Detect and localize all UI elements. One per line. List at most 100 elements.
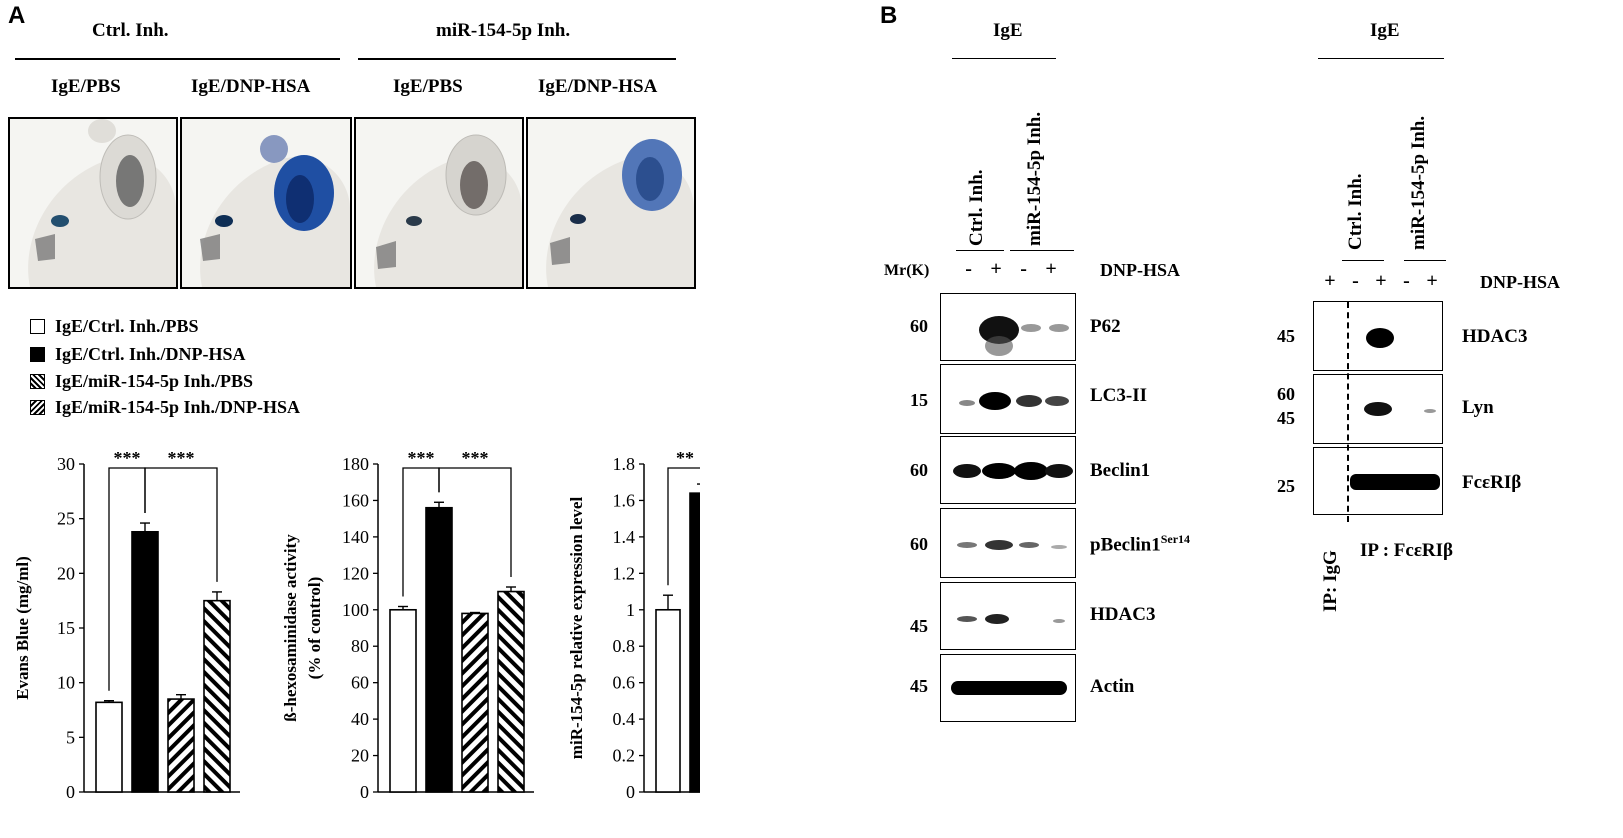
bar	[389, 608, 417, 793]
y-tick-label: 120	[342, 563, 369, 583]
y-axis-label: ß-hexosaminidase activity	[281, 534, 300, 722]
lane-sign: +	[990, 258, 1002, 280]
blot-hdac3-left	[940, 582, 1076, 650]
lane-sign: +	[1324, 270, 1336, 292]
y-tick-label: 0.8	[613, 636, 636, 656]
y-tick-label: 140	[342, 527, 369, 547]
blot-right-header: IgE	[1370, 20, 1400, 41]
lane-sign: -	[1403, 270, 1410, 292]
mw-lyn-60: 60	[1277, 384, 1295, 404]
ip-fceri-label: IP : FcεRIβ	[1360, 540, 1454, 561]
panel-a-letter: A	[8, 2, 26, 29]
y-tick-label: 100	[342, 600, 369, 620]
blot-label-beclin1: Beclin1	[1090, 460, 1151, 481]
blot-actin	[940, 654, 1076, 722]
legend-label: IgE/Ctrl. Inh./PBS	[55, 316, 199, 336]
mw-fceri: 25	[1277, 476, 1295, 496]
y-tick-label: 60	[351, 673, 369, 693]
lane-group-rule-mir-right	[1404, 260, 1446, 261]
legend-swatch-hatch-fwd	[30, 400, 45, 415]
bar	[203, 599, 231, 793]
y-tick-label: 1.4	[613, 527, 636, 547]
lane-group-rule-mir	[1010, 250, 1074, 251]
y-tick-label: 1.8	[613, 454, 636, 474]
legend-label: IgE/Ctrl. Inh./DNP-HSA	[55, 344, 246, 364]
lane-group-rule-ctrl	[956, 250, 1004, 251]
y-tick-label: 1.6	[613, 490, 636, 510]
lane-signs-left: - + - +	[956, 258, 1066, 281]
ip-igg-label: IP: IgG	[1320, 550, 1341, 612]
group-header-mir-rule	[358, 58, 676, 60]
legend-swatch-hatch-back	[30, 374, 45, 389]
lane-sign: -	[1020, 258, 1027, 280]
mr-label: Mr(K)	[884, 262, 929, 280]
significance-bracket	[438, 467, 512, 577]
bar	[689, 492, 700, 793]
mw-lc3: 15	[910, 390, 928, 410]
significance-bracket	[667, 467, 700, 586]
y-tick-label: 1.2	[613, 563, 636, 583]
y-tick-label: 0.4	[613, 709, 636, 729]
photo-label-3: IgE/PBS	[393, 76, 463, 97]
y-tick-label: 1	[626, 600, 635, 620]
blot-label-actin: Actin	[1090, 676, 1135, 697]
lane-label-mir-right: miR-154-5p Inh.	[1408, 115, 1429, 250]
treatment-label-right: DNP-HSA	[1480, 272, 1560, 292]
significance-label: ***	[114, 448, 141, 468]
group-header-ctrl-rule	[15, 58, 340, 60]
y-tick-label: 0	[66, 782, 75, 802]
y-axis-label: (% of control)	[305, 577, 324, 680]
photo-label-2: IgE/DNP-HSA	[191, 76, 311, 97]
legend-swatch-solid	[30, 347, 45, 362]
mouse-photo-ctrl-pbs	[8, 117, 178, 289]
lane-label-ctrl-right: Ctrl. Inh.	[1345, 173, 1366, 250]
mw-beclin1: 60	[910, 460, 928, 480]
significance-label: ***	[168, 448, 195, 468]
group-header-mir: miR-154-5p Inh.	[436, 20, 571, 41]
panel-b-letter: B	[880, 2, 898, 29]
lane-group-rule-ctrl-right	[1342, 260, 1384, 261]
y-tick-label: 25	[57, 509, 75, 529]
y-tick-label: 40	[351, 709, 369, 729]
blot-label-pbeclin1: pBeclin1Ser14	[1090, 532, 1190, 556]
photo-label-4: IgE/DNP-HSA	[538, 76, 658, 97]
blot-label-pbeclin1-sup: Ser14	[1160, 532, 1191, 546]
legend-item-1: IgE/Ctrl. Inh./PBS	[30, 316, 199, 337]
mouse-photo-mir-pbs	[354, 117, 524, 289]
blot-label-lc3: LC3-II	[1090, 385, 1148, 406]
blot-fceri	[1313, 447, 1443, 515]
y-tick-label: 80	[351, 636, 369, 656]
y-tick-label: 5	[66, 727, 75, 747]
y-tick-label: 20	[57, 563, 75, 583]
blot-beclin1	[940, 436, 1076, 504]
bar	[95, 701, 123, 793]
blot-label-pbeclin1-main: pBeclin1	[1090, 534, 1161, 556]
y-tick-label: 30	[57, 454, 75, 474]
y-tick-label: 0	[626, 782, 635, 802]
blot-label-fceri: FcεRIβ	[1462, 472, 1522, 493]
blot-left-header: IgE	[993, 20, 1023, 41]
y-tick-label: 160	[342, 490, 369, 510]
y-tick-label: 15	[57, 618, 75, 638]
blot-pbeclin1	[940, 508, 1076, 578]
significance-label: ***	[408, 448, 435, 468]
photo-label-1: IgE/PBS	[51, 76, 121, 97]
y-tick-label: 10	[57, 673, 75, 693]
mw-hdac3-left: 45	[910, 616, 928, 636]
lane-sign: +	[1375, 270, 1387, 292]
y-tick-label: 0.2	[613, 746, 636, 766]
y-tick-label: 0.6	[613, 673, 636, 693]
mouse-photo-ctrl-dnp	[180, 117, 352, 289]
legend-label: IgE/miR-154-5p Inh./PBS	[55, 371, 254, 391]
significance-label: **	[676, 448, 694, 468]
mouse-photo-mir-dnp	[526, 117, 696, 289]
lane-label-ctrl-left: Ctrl. Inh.	[966, 169, 987, 246]
blot-label-hdac3-left: HDAC3	[1090, 604, 1156, 625]
treatment-label-left: DNP-HSA	[1100, 260, 1180, 280]
blot-p62	[940, 293, 1076, 361]
legend-swatch-open	[30, 319, 45, 334]
significance-bracket	[144, 467, 218, 582]
significance-label: ***	[462, 448, 489, 468]
lane-sign: +	[1045, 258, 1057, 280]
group-header-ctrl: Ctrl. Inh.	[92, 20, 169, 41]
